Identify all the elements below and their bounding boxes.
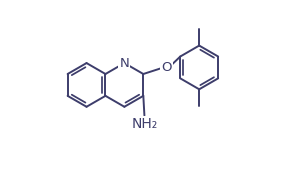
Text: NH₂: NH₂ bbox=[131, 117, 158, 131]
Text: O: O bbox=[161, 61, 172, 74]
Text: N: N bbox=[120, 57, 129, 70]
